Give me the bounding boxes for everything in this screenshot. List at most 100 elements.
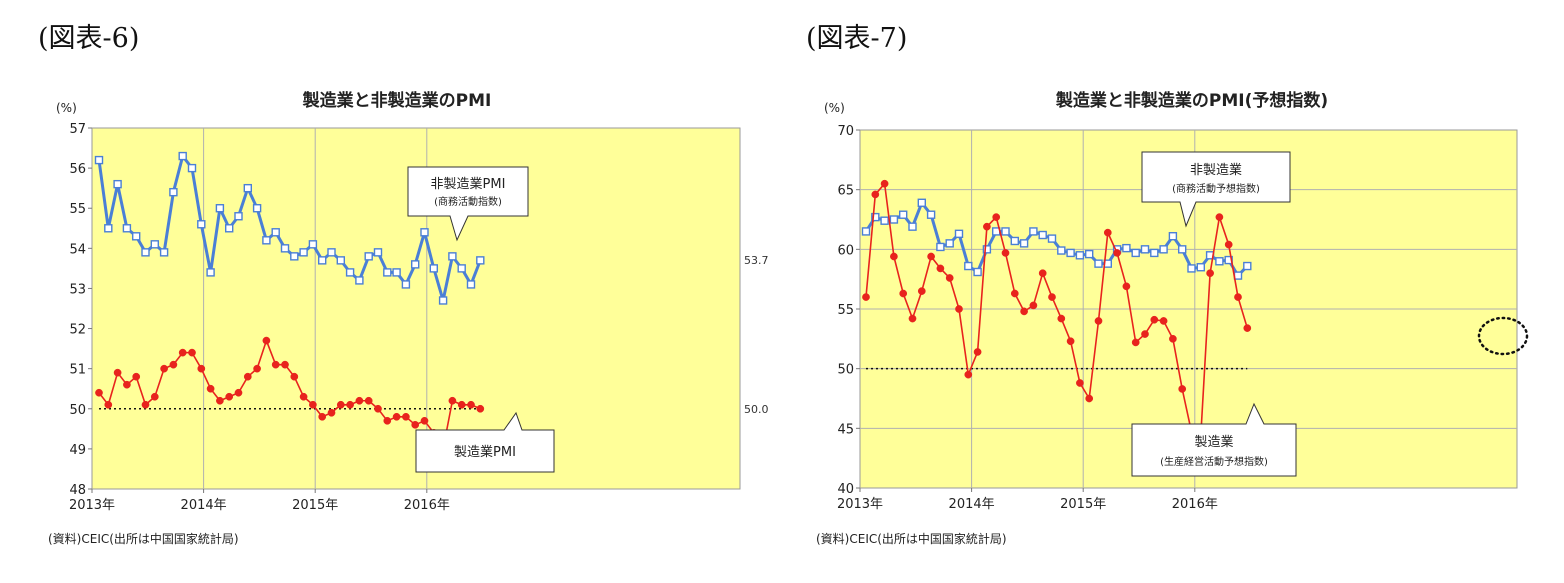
data-point bbox=[364, 252, 373, 261]
figure-6-label: (図表-6) bbox=[38, 23, 140, 54]
data-point bbox=[880, 216, 889, 225]
y-tick-label: 49 bbox=[69, 443, 86, 458]
data-point bbox=[169, 360, 178, 369]
data-point bbox=[411, 260, 420, 269]
chart-6-source-note: (資料)CEIC(出所は中国国家統計局) bbox=[48, 531, 239, 546]
chart-6-callout-non-manufacturing: 非製造業PMI (商務活動指数) bbox=[407, 166, 529, 242]
data-point bbox=[908, 314, 917, 323]
data-point bbox=[1029, 227, 1038, 236]
data-point bbox=[141, 400, 150, 409]
data-point bbox=[373, 248, 383, 257]
data-point bbox=[197, 364, 206, 373]
data-point bbox=[420, 416, 429, 425]
data-point bbox=[318, 256, 327, 265]
data-point bbox=[150, 392, 159, 401]
chart-6-series-non-manufacturing bbox=[94, 151, 485, 305]
data-point bbox=[1243, 261, 1252, 271]
data-point bbox=[364, 396, 373, 405]
data-point bbox=[1243, 324, 1252, 332]
data-point bbox=[234, 212, 243, 221]
y-tick-label: 50 bbox=[837, 363, 854, 378]
data-point bbox=[234, 388, 243, 397]
callout-text-line1: 製造業 bbox=[1194, 434, 1233, 450]
data-point bbox=[871, 212, 880, 222]
y-tick-label: 65 bbox=[837, 184, 854, 199]
chart-7-y-axis: 40 45 50 55 60 65 70 bbox=[837, 124, 860, 497]
data-point bbox=[476, 256, 485, 265]
data-point bbox=[123, 380, 131, 389]
y-tick-label: 45 bbox=[837, 422, 854, 437]
data-point bbox=[346, 400, 354, 409]
data-point bbox=[1141, 330, 1149, 338]
data-point bbox=[318, 412, 327, 421]
data-point bbox=[150, 240, 160, 249]
data-point bbox=[187, 163, 197, 173]
data-point bbox=[1057, 246, 1066, 255]
data-point bbox=[1131, 338, 1140, 347]
y-tick-label: 60 bbox=[837, 243, 854, 258]
x-tick-label: 2015年 bbox=[292, 498, 338, 513]
data-point bbox=[1085, 394, 1094, 403]
chart-7-callout-manufacturing: 製造業 (生産経営活動予想指数) bbox=[1131, 402, 1297, 477]
data-point bbox=[1150, 315, 1159, 324]
data-point bbox=[327, 248, 336, 257]
y-tick-label: 52 bbox=[69, 323, 86, 338]
data-point bbox=[243, 183, 253, 193]
data-point bbox=[104, 400, 113, 409]
data-point bbox=[1066, 248, 1075, 258]
callout-text-line2: (生産経営活動予想指数) bbox=[1160, 455, 1268, 468]
data-point bbox=[188, 348, 196, 357]
data-point bbox=[262, 336, 271, 345]
data-point bbox=[1048, 293, 1056, 301]
data-point bbox=[954, 229, 964, 239]
data-point bbox=[899, 210, 908, 219]
data-point bbox=[290, 252, 299, 261]
data-point bbox=[216, 396, 224, 405]
y-tick-label: 56 bbox=[69, 162, 86, 177]
data-point bbox=[1206, 269, 1214, 278]
data-point bbox=[402, 412, 410, 421]
data-point bbox=[252, 204, 262, 213]
data-point bbox=[1066, 337, 1075, 346]
data-point bbox=[104, 224, 113, 233]
data-point bbox=[1215, 213, 1224, 221]
data-point bbox=[945, 239, 954, 248]
data-point bbox=[420, 228, 429, 237]
data-point bbox=[476, 404, 485, 413]
data-point bbox=[457, 400, 466, 409]
data-point bbox=[383, 416, 392, 425]
figure-7-label: (図表-7) bbox=[806, 23, 908, 54]
data-point bbox=[113, 179, 122, 189]
data-point bbox=[429, 264, 438, 273]
data-point bbox=[1075, 251, 1085, 260]
data-point bbox=[899, 289, 908, 298]
data-point bbox=[308, 240, 318, 249]
data-point bbox=[281, 360, 289, 369]
data-point bbox=[1168, 232, 1178, 241]
data-point bbox=[271, 360, 280, 369]
data-point bbox=[392, 412, 401, 421]
chart-6-end-label-manufacturing: 50.0 bbox=[744, 403, 769, 416]
y-tick-label: 40 bbox=[837, 482, 854, 497]
data-point bbox=[336, 400, 345, 409]
callout-text-line1: 製造業PMI bbox=[454, 444, 516, 460]
data-point bbox=[908, 222, 917, 231]
data-point bbox=[243, 372, 252, 381]
data-point bbox=[392, 268, 401, 277]
series-line bbox=[865, 182, 1249, 437]
data-point bbox=[1038, 230, 1047, 240]
data-point bbox=[973, 267, 982, 277]
chart-6-title: 製造業と非製造業のPMI bbox=[302, 90, 492, 111]
y-tick-label: 50 bbox=[69, 403, 86, 418]
callout-text-line1: 非製造業 bbox=[1190, 162, 1242, 178]
chart-6-end-label-non-manufacturing: 53.7 bbox=[744, 254, 769, 267]
data-point bbox=[131, 232, 141, 241]
data-point bbox=[1215, 257, 1224, 266]
x-tick-label: 2015年 bbox=[1060, 497, 1106, 512]
data-point bbox=[1038, 269, 1047, 278]
data-point bbox=[401, 280, 411, 289]
data-point bbox=[299, 248, 308, 257]
data-point bbox=[224, 224, 234, 233]
x-tick-label: 2014年 bbox=[949, 497, 995, 512]
chart-7-unit-label: (%) bbox=[824, 101, 845, 115]
